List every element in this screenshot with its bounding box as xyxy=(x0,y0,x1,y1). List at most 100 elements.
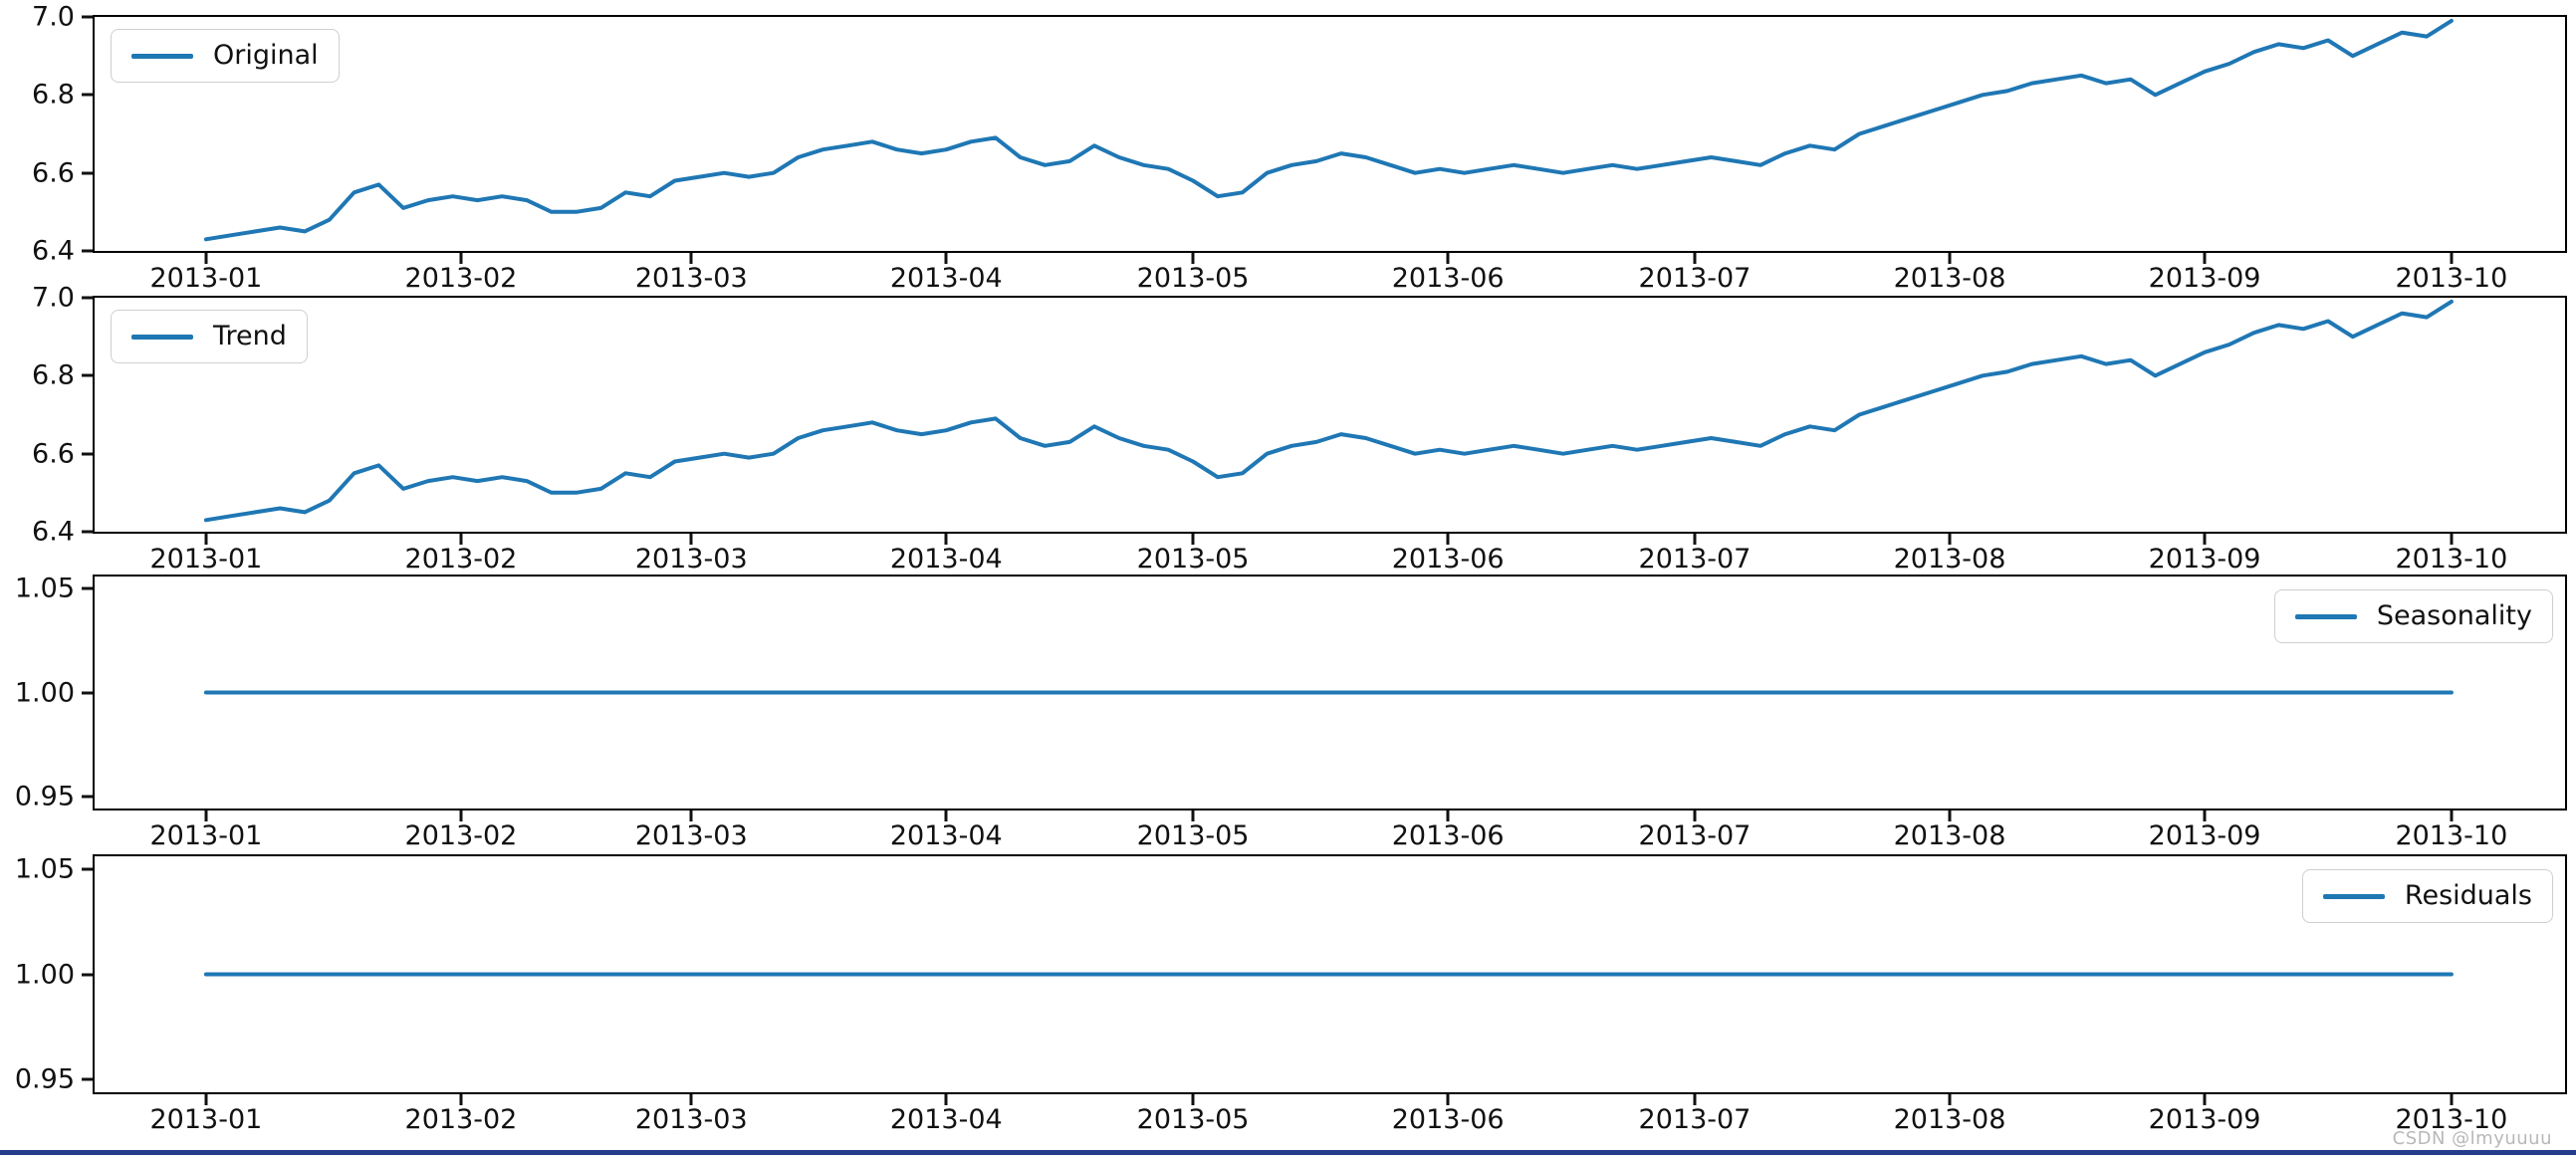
plot-area xyxy=(203,972,2454,977)
panel-trend: Trend 7.0 6.8 6.6 6.4 2013-01 2013-02 2013-03 2… xyxy=(32,285,2567,573)
y-tick-mark xyxy=(82,586,93,590)
x-tick-label: 2013-10 xyxy=(2395,263,2508,294)
y-tick-mark xyxy=(82,530,93,534)
x-tick-mark xyxy=(944,534,948,545)
y-tick-label: 6.4 xyxy=(32,235,75,267)
x-tick-mark xyxy=(2203,811,2207,821)
x-tick-mark xyxy=(944,253,948,264)
y-tick-label: 1.05 xyxy=(14,853,75,885)
x-tick-label: 2013-10 xyxy=(2395,820,2508,851)
x-tick-label: 2013-07 xyxy=(1638,263,1752,294)
y-tick-label: 1.00 xyxy=(14,959,75,990)
legend-line-swatch xyxy=(131,334,193,340)
x-tick-label: 2013-03 xyxy=(634,1104,748,1135)
x-tick-label: 2013-02 xyxy=(404,263,518,294)
legend-label: Residuals xyxy=(2404,880,2532,911)
y-tick-label: 0.95 xyxy=(14,781,75,812)
x-tick-label: 2013-01 xyxy=(149,1104,263,1135)
x-tick-label: 2013-06 xyxy=(1391,1104,1505,1135)
legend-label: Original xyxy=(213,40,319,71)
x-tick-label: 2013-09 xyxy=(2148,820,2261,851)
x-tick-label: 2013-03 xyxy=(634,544,748,575)
x-tick-mark xyxy=(1693,1094,1697,1105)
y-tick-mark xyxy=(82,452,93,456)
x-tick-label: 2013-06 xyxy=(1391,263,1505,294)
y-tick-label: 1.05 xyxy=(14,573,75,604)
x-tick-label: 2013-04 xyxy=(889,1104,1003,1135)
x-tick-mark xyxy=(1446,1094,1450,1105)
x-tick-label: 2013-03 xyxy=(634,263,748,294)
x-tick-mark xyxy=(1948,253,1952,264)
y-tick-mark xyxy=(82,973,93,976)
plot-area xyxy=(203,299,2454,523)
x-tick-label: 2013-04 xyxy=(889,820,1003,851)
x-tick-mark xyxy=(1948,811,1952,821)
legend-line-swatch xyxy=(2294,613,2357,619)
x-tick-label: 2013-01 xyxy=(149,820,263,851)
x-tick-mark xyxy=(2450,1094,2454,1105)
y-tick-label: 0.95 xyxy=(14,1063,75,1095)
x-tick-label: 2013-05 xyxy=(1136,1104,1250,1135)
x-tick-mark xyxy=(2203,534,2207,545)
x-tick-label: 2013-07 xyxy=(1638,820,1752,851)
x-tick-mark xyxy=(204,1094,208,1105)
x-tick-mark xyxy=(1446,811,1450,821)
y-tick-mark xyxy=(82,795,93,799)
x-tick-mark xyxy=(204,534,208,545)
x-tick-label: 2013-01 xyxy=(149,263,263,294)
x-tick-mark xyxy=(459,534,463,545)
x-tick-label: 2013-05 xyxy=(1136,544,1250,575)
y-tick-mark xyxy=(82,373,93,377)
x-tick-label: 2013-09 xyxy=(2148,1104,2261,1135)
x-tick-mark xyxy=(459,253,463,264)
legend-line-swatch xyxy=(2322,893,2385,899)
x-tick-label: 2013-01 xyxy=(149,544,263,575)
legend-residuals: Residuals xyxy=(2301,869,2553,924)
csdn-watermark: CSDN @lmyuuuu xyxy=(2392,1128,2552,1149)
legend-label: Seasonality xyxy=(2376,600,2532,631)
x-tick-label: 2013-07 xyxy=(1638,1104,1752,1135)
x-tick-mark xyxy=(1191,811,1195,821)
y-tick-label: 7.0 xyxy=(32,1,75,33)
x-tick-label: 2013-10 xyxy=(2395,544,2508,575)
x-tick-mark xyxy=(1693,253,1697,264)
x-tick-label: 2013-04 xyxy=(889,263,1003,294)
legend-line-swatch xyxy=(131,53,193,59)
y-tick-label: 6.6 xyxy=(32,157,75,189)
x-tick-label: 2013-10 xyxy=(2395,1104,2508,1135)
x-tick-mark xyxy=(2450,811,2454,821)
y-tick-mark xyxy=(82,93,93,97)
y-tick-mark xyxy=(82,867,93,871)
x-tick-mark xyxy=(1948,1094,1952,1105)
x-tick-mark xyxy=(204,253,208,264)
panel-original: Original 7.0 6.8 6.6 6.4 2013-01 2013-02 2013-… xyxy=(32,4,2567,292)
x-tick-mark xyxy=(1693,811,1697,821)
x-tick-mark xyxy=(689,534,693,545)
plot-area xyxy=(203,18,2454,242)
y-tick-label: 1.00 xyxy=(14,677,75,708)
x-tick-mark xyxy=(2450,253,2454,264)
plot-area xyxy=(203,690,2454,695)
x-tick-mark xyxy=(459,1094,463,1105)
x-tick-mark xyxy=(689,811,693,821)
x-tick-mark xyxy=(1191,253,1195,264)
x-tick-label: 2013-08 xyxy=(1893,263,2006,294)
y-tick-mark xyxy=(82,249,93,253)
y-tick-mark xyxy=(82,296,93,300)
y-tick-mark xyxy=(82,15,93,19)
x-tick-mark xyxy=(689,253,693,264)
y-tick-mark xyxy=(82,691,93,694)
x-tick-label: 2013-03 xyxy=(634,820,748,851)
x-tick-label: 2013-06 xyxy=(1391,820,1505,851)
x-tick-label: 2013-08 xyxy=(1893,544,2006,575)
x-tick-label: 2013-09 xyxy=(2148,544,2261,575)
x-tick-label: 2013-05 xyxy=(1136,263,1250,294)
panel-residuals: Residuals 1.05 1.00 0.95 2013-01 2013-02 2013… xyxy=(15,854,2567,1133)
x-tick-label: 2013-02 xyxy=(404,820,518,851)
x-tick-mark xyxy=(1191,1094,1195,1105)
data-line xyxy=(203,18,2454,242)
legend-original: Original xyxy=(111,29,340,84)
y-tick-label: 6.6 xyxy=(32,438,75,470)
y-tick-mark xyxy=(82,1077,93,1081)
